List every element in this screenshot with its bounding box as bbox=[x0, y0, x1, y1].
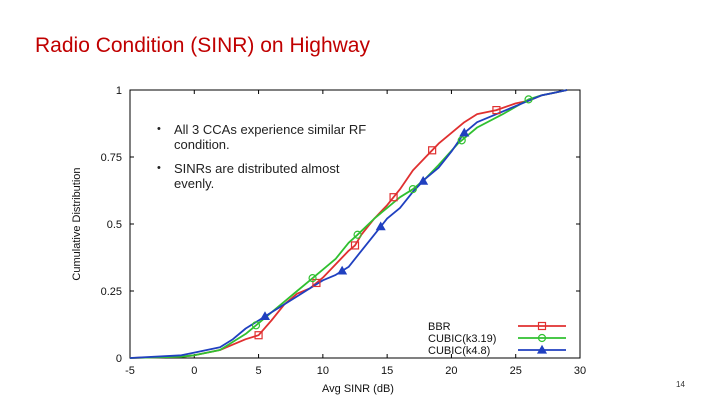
y-tick-label: 0 bbox=[116, 353, 122, 365]
data-point-marker bbox=[308, 274, 317, 283]
data-point-marker bbox=[457, 136, 466, 145]
x-tick-label: 10 bbox=[317, 365, 329, 377]
data-point-marker bbox=[353, 230, 362, 239]
x-tick-label: 25 bbox=[510, 365, 522, 377]
x-axis-label: Avg SINR (dB) bbox=[322, 383, 394, 395]
series-line-cubic-k4-8- bbox=[129, 89, 568, 359]
data-point-marker bbox=[389, 193, 398, 202]
bullet-item: All 3 CCAs experience similar RF conditi… bbox=[157, 122, 372, 152]
legend-swatch-marker bbox=[537, 333, 547, 343]
data-point-marker bbox=[337, 265, 348, 275]
series-line-cubic-k3-19- bbox=[129, 89, 568, 359]
x-tick-label: 5 bbox=[256, 365, 262, 377]
data-point-marker bbox=[350, 241, 360, 250]
x-tick-label: 30 bbox=[574, 365, 586, 377]
data-point-marker bbox=[492, 105, 501, 115]
legend-label: BBR bbox=[428, 321, 451, 333]
legend-swatch-marker bbox=[536, 344, 548, 354]
data-point-marker bbox=[254, 331, 263, 340]
legend-label: CUBIC(k4.8) bbox=[428, 345, 490, 357]
legend-swatch-marker bbox=[537, 321, 547, 331]
data-point-marker bbox=[375, 221, 386, 231]
y-tick-label: 0.25 bbox=[101, 286, 122, 298]
data-point-marker bbox=[524, 95, 533, 104]
y-axis-label: Cumulative Distribution bbox=[71, 167, 83, 280]
bullet-list: All 3 CCAs experience similar RF conditi… bbox=[157, 122, 372, 200]
y-tick-label: 1 bbox=[116, 85, 122, 97]
x-tick-label: 0 bbox=[191, 365, 197, 377]
slide-title: Radio Condition (SINR) on Highway bbox=[35, 34, 370, 57]
page-number: 14 bbox=[676, 380, 685, 389]
x-tick-label: 15 bbox=[381, 365, 393, 377]
series-markers bbox=[251, 95, 533, 340]
data-point-marker bbox=[408, 185, 417, 194]
data-point-marker bbox=[428, 146, 437, 155]
x-tick-label: -5 bbox=[125, 365, 135, 377]
bullet-item: SINRs are distributed almost evenly. bbox=[157, 161, 372, 191]
data-point-marker bbox=[259, 311, 271, 321]
y-tick-label: 0.5 bbox=[107, 219, 122, 231]
legend-label: CUBIC(k3.19) bbox=[428, 333, 496, 345]
y-tick-label: 0.75 bbox=[101, 152, 122, 164]
data-point-marker bbox=[251, 321, 261, 330]
data-point-marker bbox=[459, 127, 470, 137]
x-tick-label: 20 bbox=[445, 365, 457, 377]
data-point-marker bbox=[418, 175, 429, 185]
